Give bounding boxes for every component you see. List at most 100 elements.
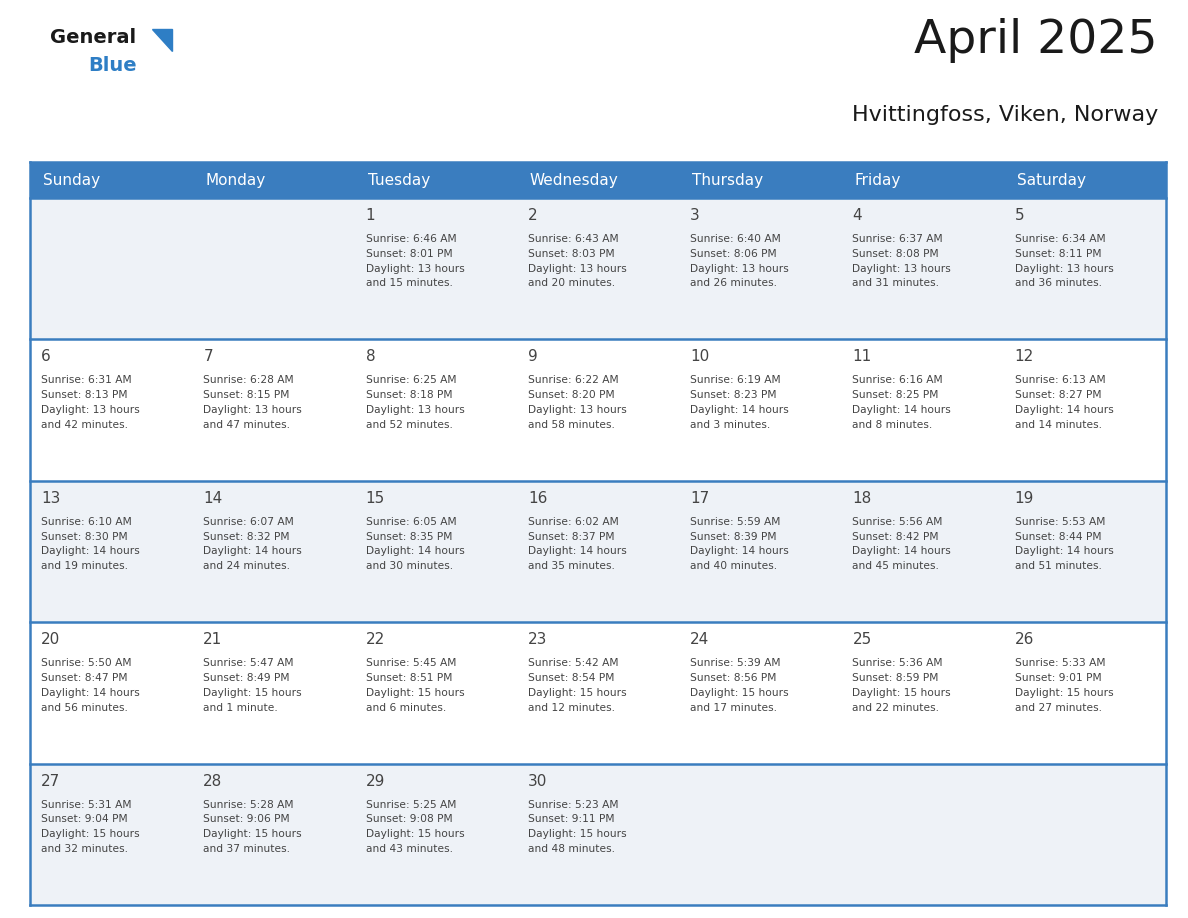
Text: 29: 29	[366, 774, 385, 789]
Bar	[30, 162, 192, 198]
Text: 1: 1	[366, 208, 375, 223]
Bar	[192, 340, 354, 481]
Bar	[517, 622, 680, 764]
Text: Sunrise: 6:25 AM
Sunset: 8:18 PM
Daylight: 13 hours
and 52 minutes.: Sunrise: 6:25 AM Sunset: 8:18 PM Dayligh…	[366, 375, 465, 430]
Text: 3: 3	[690, 208, 700, 223]
Bar	[841, 162, 1004, 198]
Text: 23: 23	[527, 633, 548, 647]
Text: 8: 8	[366, 350, 375, 364]
Bar	[841, 198, 1004, 340]
Text: 13: 13	[42, 491, 61, 506]
Text: 26: 26	[1015, 633, 1034, 647]
Text: 4: 4	[853, 208, 862, 223]
Bar	[192, 764, 354, 905]
Text: 18: 18	[853, 491, 872, 506]
Bar	[1004, 198, 1165, 340]
Bar	[192, 162, 354, 198]
Text: Sunrise: 6:10 AM
Sunset: 8:30 PM
Daylight: 14 hours
and 19 minutes.: Sunrise: 6:10 AM Sunset: 8:30 PM Dayligh…	[42, 517, 140, 571]
Bar	[354, 481, 517, 622]
Text: Sunrise: 6:16 AM
Sunset: 8:25 PM
Daylight: 14 hours
and 8 minutes.: Sunrise: 6:16 AM Sunset: 8:25 PM Dayligh…	[853, 375, 952, 430]
Bar	[30, 764, 192, 905]
Text: Sunrise: 5:42 AM
Sunset: 8:54 PM
Daylight: 15 hours
and 12 minutes.: Sunrise: 5:42 AM Sunset: 8:54 PM Dayligh…	[527, 658, 626, 712]
Text: 12: 12	[1015, 350, 1034, 364]
Text: Thursday: Thursday	[693, 173, 763, 187]
Bar	[192, 198, 354, 340]
Bar	[517, 340, 680, 481]
Text: 28: 28	[203, 774, 222, 789]
Text: Sunrise: 6:31 AM
Sunset: 8:13 PM
Daylight: 13 hours
and 42 minutes.: Sunrise: 6:31 AM Sunset: 8:13 PM Dayligh…	[42, 375, 140, 430]
Bar	[30, 340, 192, 481]
Text: Sunrise: 5:56 AM
Sunset: 8:42 PM
Daylight: 14 hours
and 45 minutes.: Sunrise: 5:56 AM Sunset: 8:42 PM Dayligh…	[853, 517, 952, 571]
Text: Sunrise: 6:22 AM
Sunset: 8:20 PM
Daylight: 13 hours
and 58 minutes.: Sunrise: 6:22 AM Sunset: 8:20 PM Dayligh…	[527, 375, 626, 430]
Text: Sunrise: 6:28 AM
Sunset: 8:15 PM
Daylight: 13 hours
and 47 minutes.: Sunrise: 6:28 AM Sunset: 8:15 PM Dayligh…	[203, 375, 302, 430]
Bar	[192, 622, 354, 764]
Bar	[517, 764, 680, 905]
Text: 2: 2	[527, 208, 537, 223]
Bar	[354, 764, 517, 905]
Text: 10: 10	[690, 350, 709, 364]
Bar	[841, 764, 1004, 905]
Bar	[517, 162, 680, 198]
Bar	[841, 340, 1004, 481]
Text: Sunrise: 6:34 AM
Sunset: 8:11 PM
Daylight: 13 hours
and 36 minutes.: Sunrise: 6:34 AM Sunset: 8:11 PM Dayligh…	[1015, 234, 1113, 288]
Bar	[680, 481, 841, 622]
Bar	[30, 198, 192, 340]
Text: Sunrise: 6:05 AM
Sunset: 8:35 PM
Daylight: 14 hours
and 30 minutes.: Sunrise: 6:05 AM Sunset: 8:35 PM Dayligh…	[366, 517, 465, 571]
Text: Sunrise: 5:33 AM
Sunset: 9:01 PM
Daylight: 15 hours
and 27 minutes.: Sunrise: 5:33 AM Sunset: 9:01 PM Dayligh…	[1015, 658, 1113, 712]
Text: Friday: Friday	[854, 173, 901, 187]
Text: 7: 7	[203, 350, 213, 364]
Text: Sunrise: 5:59 AM
Sunset: 8:39 PM
Daylight: 14 hours
and 40 minutes.: Sunrise: 5:59 AM Sunset: 8:39 PM Dayligh…	[690, 517, 789, 571]
Text: Sunrise: 6:40 AM
Sunset: 8:06 PM
Daylight: 13 hours
and 26 minutes.: Sunrise: 6:40 AM Sunset: 8:06 PM Dayligh…	[690, 234, 789, 288]
Text: Tuesday: Tuesday	[367, 173, 430, 187]
Bar	[680, 622, 841, 764]
Text: Sunday: Sunday	[43, 173, 100, 187]
Text: 11: 11	[853, 350, 872, 364]
Text: 6: 6	[42, 350, 51, 364]
Text: Sunrise: 6:02 AM
Sunset: 8:37 PM
Daylight: 14 hours
and 35 minutes.: Sunrise: 6:02 AM Sunset: 8:37 PM Dayligh…	[527, 517, 626, 571]
Text: Sunrise: 5:53 AM
Sunset: 8:44 PM
Daylight: 14 hours
and 51 minutes.: Sunrise: 5:53 AM Sunset: 8:44 PM Dayligh…	[1015, 517, 1113, 571]
Text: Sunrise: 5:45 AM
Sunset: 8:51 PM
Daylight: 15 hours
and 6 minutes.: Sunrise: 5:45 AM Sunset: 8:51 PM Dayligh…	[366, 658, 465, 712]
Text: Blue: Blue	[88, 56, 137, 75]
Text: Sunrise: 5:50 AM
Sunset: 8:47 PM
Daylight: 14 hours
and 56 minutes.: Sunrise: 5:50 AM Sunset: 8:47 PM Dayligh…	[42, 658, 140, 712]
Text: Sunrise: 5:47 AM
Sunset: 8:49 PM
Daylight: 15 hours
and 1 minute.: Sunrise: 5:47 AM Sunset: 8:49 PM Dayligh…	[203, 658, 302, 712]
Bar	[517, 481, 680, 622]
Text: Sunrise: 6:46 AM
Sunset: 8:01 PM
Daylight: 13 hours
and 15 minutes.: Sunrise: 6:46 AM Sunset: 8:01 PM Dayligh…	[366, 234, 465, 288]
Text: 20: 20	[42, 633, 61, 647]
Text: Sunrise: 6:07 AM
Sunset: 8:32 PM
Daylight: 14 hours
and 24 minutes.: Sunrise: 6:07 AM Sunset: 8:32 PM Dayligh…	[203, 517, 302, 571]
Bar	[680, 340, 841, 481]
Text: 16: 16	[527, 491, 548, 506]
Bar	[841, 622, 1004, 764]
Text: 30: 30	[527, 774, 548, 789]
Text: 22: 22	[366, 633, 385, 647]
Text: Sunrise: 6:13 AM
Sunset: 8:27 PM
Daylight: 14 hours
and 14 minutes.: Sunrise: 6:13 AM Sunset: 8:27 PM Dayligh…	[1015, 375, 1113, 430]
Text: Sunrise: 6:19 AM
Sunset: 8:23 PM
Daylight: 14 hours
and 3 minutes.: Sunrise: 6:19 AM Sunset: 8:23 PM Dayligh…	[690, 375, 789, 430]
Text: 15: 15	[366, 491, 385, 506]
Text: Sunrise: 5:25 AM
Sunset: 9:08 PM
Daylight: 15 hours
and 43 minutes.: Sunrise: 5:25 AM Sunset: 9:08 PM Dayligh…	[366, 800, 465, 854]
Text: 27: 27	[42, 774, 61, 789]
Text: Sunrise: 6:43 AM
Sunset: 8:03 PM
Daylight: 13 hours
and 20 minutes.: Sunrise: 6:43 AM Sunset: 8:03 PM Dayligh…	[527, 234, 626, 288]
Bar	[354, 162, 517, 198]
Text: 25: 25	[853, 633, 872, 647]
Bar	[1004, 340, 1165, 481]
Text: Sunrise: 5:31 AM
Sunset: 9:04 PM
Daylight: 15 hours
and 32 minutes.: Sunrise: 5:31 AM Sunset: 9:04 PM Dayligh…	[42, 800, 140, 854]
Text: Monday: Monday	[206, 173, 266, 187]
Text: Wednesday: Wednesday	[530, 173, 619, 187]
Text: 9: 9	[527, 350, 538, 364]
Text: Sunrise: 5:39 AM
Sunset: 8:56 PM
Daylight: 15 hours
and 17 minutes.: Sunrise: 5:39 AM Sunset: 8:56 PM Dayligh…	[690, 658, 789, 712]
Text: 5: 5	[1015, 208, 1024, 223]
Text: 24: 24	[690, 633, 709, 647]
Bar	[354, 340, 517, 481]
Text: April 2025: April 2025	[915, 18, 1158, 63]
Text: Sunrise: 6:37 AM
Sunset: 8:08 PM
Daylight: 13 hours
and 31 minutes.: Sunrise: 6:37 AM Sunset: 8:08 PM Dayligh…	[853, 234, 952, 288]
Bar	[1004, 481, 1165, 622]
Bar	[1004, 622, 1165, 764]
Polygon shape	[152, 29, 172, 51]
Text: General: General	[50, 28, 137, 47]
Bar	[354, 622, 517, 764]
Text: Hvittingfoss, Viken, Norway: Hvittingfoss, Viken, Norway	[852, 105, 1158, 125]
Text: 17: 17	[690, 491, 709, 506]
Bar	[517, 198, 680, 340]
Bar	[30, 622, 192, 764]
Bar	[354, 198, 517, 340]
Bar	[680, 162, 841, 198]
